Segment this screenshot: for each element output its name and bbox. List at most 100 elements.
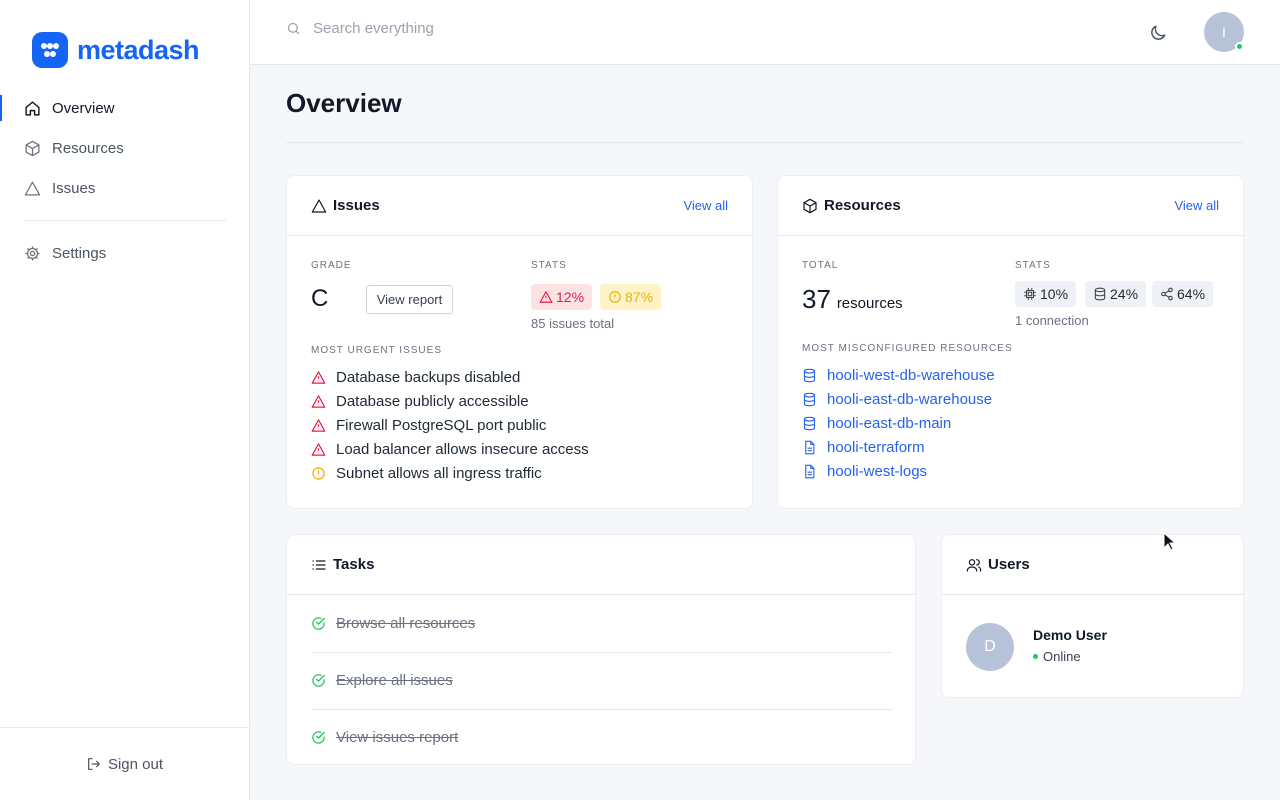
sidebar-footer: Sign out [0,727,249,800]
list-item[interactable]: Database publicly accessible [311,389,589,413]
sidebar-item-issues[interactable]: Issues [0,168,250,208]
view-all-issues-link[interactable]: View all [683,198,728,213]
status-badge: Online [1033,649,1081,664]
gear-icon [25,245,40,261]
check-circle-icon [312,617,325,630]
connections-count: 1 connection [1015,313,1089,328]
resource-link[interactable]: hooli-east-db-main [802,411,995,435]
database-icon [803,416,816,430]
resources-total: 37 resources [802,284,903,314]
urgent-issues-label: MOST URGENT ISSUES [311,345,442,356]
resource-link[interactable]: hooli-west-logs [802,459,995,483]
users-icon [966,558,982,572]
list-icon [312,559,326,570]
cube-icon [25,140,40,156]
sidebar-item-resources[interactable]: Resources [0,128,250,168]
check-circle-icon [312,674,325,687]
check-circle-icon [312,731,325,744]
misconfigured-label: MOST MISCONFIGURED RESOURCES [802,343,1013,354]
sidebar-item-label: Settings [52,244,107,262]
sidebar: metadash Overview Resources Issues Setti… [0,0,250,800]
sidebar-item-settings[interactable]: Settings [0,233,250,273]
users-card: Users D Demo User Online [941,534,1244,698]
search-bar [286,20,613,37]
cpu-stat-badge: 10% [1015,281,1077,307]
divider [311,709,892,710]
issues-card: Issues View all GRADE C View report STAT… [286,175,753,509]
mouse-cursor-icon [1163,532,1177,551]
list-item[interactable]: Database backups disabled [311,365,589,389]
stats-label: STATS [531,260,567,271]
nav-divider [24,220,226,221]
moon-icon[interactable] [1148,23,1168,43]
triangle-icon [311,198,327,213]
list-item[interactable]: Subnet allows all ingress traffic [311,461,589,485]
warning-triangle-icon [311,394,326,408]
cube-icon [803,198,817,213]
card-header: Resources View all [778,176,1243,236]
warning-triangle-icon [311,370,326,384]
search-input[interactable] [313,20,613,37]
sidebar-item-overview[interactable]: Overview [0,88,250,128]
warning-triangle-icon [311,442,326,456]
list-item[interactable]: Load balancer allows insecure access [311,437,589,461]
online-indicator [1033,654,1038,659]
critical-stat-badge: 12% [531,284,593,310]
database-icon [803,392,816,406]
page-title: Overview [286,88,402,118]
sign-out-label: Sign out [107,755,164,773]
topbar: I [250,0,1280,65]
tasks-card: Tasks Browse all resources Explore all i… [286,534,916,765]
logo-text: metadash [77,34,200,65]
card-title: Users [966,556,1030,573]
sidebar-item-label: Overview [52,99,115,117]
logo[interactable]: metadash [32,32,200,68]
divider [311,652,892,653]
card-header: Tasks [287,535,915,595]
misconfigured-list: hooli-west-db-warehouse hooli-east-db-wa… [802,363,995,483]
avatar-initial: I [1222,24,1226,40]
home-icon [25,100,40,116]
grade-value: C [311,285,329,312]
card-title: Issues [311,197,380,214]
sidebar-nav: Overview Resources Issues Settings [0,88,250,273]
resource-link[interactable]: hooli-terraform [802,435,995,459]
alert-circle-icon [609,291,621,303]
task-item[interactable]: Browse all resources [311,595,892,652]
grade-label: GRADE [311,260,352,271]
warning-stat-badge: 87% [600,284,662,310]
user-avatar[interactable]: I [1204,12,1244,52]
sidebar-item-label: Issues [52,179,96,197]
card-header: Users [942,535,1243,595]
stats-label: STATS [1015,260,1051,271]
share-stat-badge: 64% [1152,281,1214,307]
database-icon [1094,287,1106,301]
list-item[interactable]: Firewall PostgreSQL port public [311,413,589,437]
card-header: Issues View all [287,176,752,236]
view-report-button[interactable]: View report [366,285,453,314]
issues-total: 85 issues total [531,316,615,331]
sign-out-icon [88,758,100,770]
total-label: TOTAL [802,260,839,271]
card-title: Resources [802,197,901,214]
cpu-icon [1024,288,1036,300]
warning-triangle-icon [311,418,326,432]
search-icon [287,22,300,35]
user-name[interactable]: Demo User [1033,627,1107,643]
task-item[interactable]: Explore all issues [311,652,892,709]
logo-icon [32,32,68,68]
file-icon [805,440,815,454]
avatar[interactable]: D [966,623,1014,671]
triangle-icon [24,180,41,196]
resources-card: Resources View all TOTAL 37 resources ST… [777,175,1244,509]
card-title: Tasks [311,556,374,573]
view-all-resources-link[interactable]: View all [1174,198,1219,213]
urgent-issues-list: Database backups disabled Database publi… [311,365,589,485]
alert-circle-icon [312,466,325,480]
database-stat-badge: 24% [1085,281,1147,307]
resource-link[interactable]: hooli-east-db-warehouse [802,387,995,411]
sign-out-button[interactable]: Sign out [86,756,163,773]
task-item[interactable]: View issues report [311,709,892,766]
resource-link[interactable]: hooli-west-db-warehouse [802,363,995,387]
warning-triangle-icon [539,291,553,303]
